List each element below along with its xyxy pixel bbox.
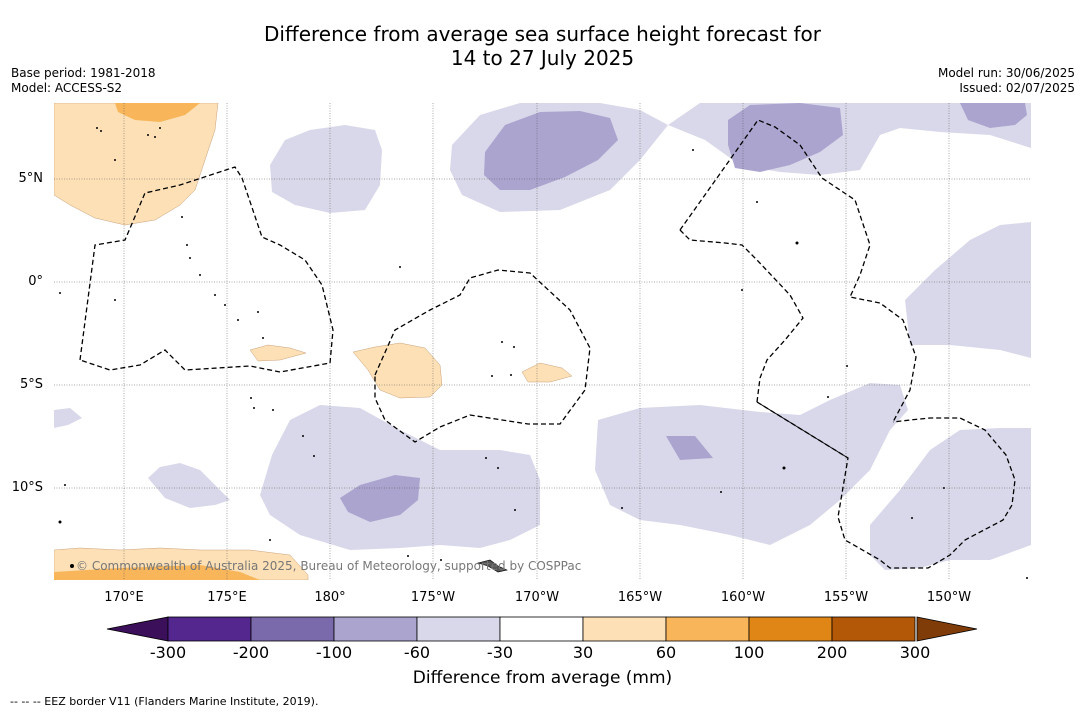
map-plot-area: © Commonwealth of Australia 2025, Bureau… [54,103,1031,580]
colorbar-title: Difference from average (mm) [412,668,673,688]
issued-date: Issued: 02/07/2025 [959,81,1075,95]
colorbar-tick: 200 [816,643,848,662]
anomaly-medium-negative [340,103,1027,522]
island-group [476,559,508,573]
colorbar-extend-low [106,616,169,642]
islands [58,127,1028,579]
colorbar-tick: 30 [572,643,594,662]
lon-label-175e: 175°E [207,590,247,605]
lon-label-170w: 170°W [514,590,560,605]
anomaly-light-positive [54,103,573,580]
colorbar-cell [167,616,252,642]
anomaly-medium-positive [54,103,260,580]
colorbar-tick: 300 [899,643,931,662]
colorbar-cells [167,616,916,642]
colorbar-extend-high [916,616,978,642]
title-line-2: 14 to 27 July 2025 [450,46,635,70]
colorbar-tick: -300 [149,643,187,662]
lat-label-5n: 5°N [18,171,44,186]
model-name: Model: ACCESS-S2 [11,81,123,95]
lon-label-175w: 175°W [410,590,456,605]
colorbar-cell [582,616,667,642]
lat-label-0: 0° [28,274,43,289]
model-run: Model run: 30/06/2025 [937,66,1075,80]
colorbar-cell [416,616,501,642]
lat-label-10s: 10°S [11,480,43,495]
colorbar-tick: -200 [232,643,270,662]
lon-label-165w: 165°W [617,590,663,605]
lon-label-150w: 150°W [926,590,972,605]
eez-borders [79,119,1016,569]
lon-label-160w: 160°W [720,590,766,605]
colorbar-tick: -60 [403,643,431,662]
colorbar-tick: 60 [655,643,677,662]
colorbar-cell [250,616,335,642]
colorbar-cell [665,616,750,642]
colorbar-cell [831,616,916,642]
copyright-notice: © Commonwealth of Australia 2025, Bureau… [76,559,581,573]
solid-border-segment [756,401,849,459]
base-period: Base period: 1981-2018 [11,66,156,80]
colorbar-tick: -100 [315,643,353,662]
colorbar-cell [748,616,833,642]
colorbar [106,616,978,642]
colorbar-cell [499,616,584,642]
eez-footnote: -- -- -- EEZ border V11 (Flanders Marine… [10,695,319,708]
title-line-1: Difference from average sea surface heig… [263,22,822,46]
map-gridlines [54,103,1031,580]
colorbar-cell [333,616,418,642]
lon-label-170e: 170°E [104,590,144,605]
lat-label-5s: 5°S [19,377,43,392]
lon-label-155w: 155°W [823,590,869,605]
colorbar-tick: -30 [486,643,514,662]
lon-label-180: 180° [314,590,346,605]
colorbar-tick: 100 [733,643,765,662]
